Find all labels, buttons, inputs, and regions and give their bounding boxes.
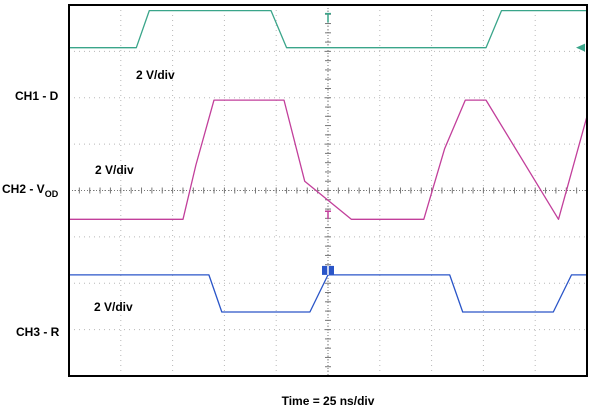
ch1-scale-label: 2 V/div bbox=[136, 68, 175, 82]
ch2-trigger-marker-icon bbox=[325, 210, 331, 220]
ch1-label: CH1 - D bbox=[15, 89, 59, 103]
ch2-scale-label: 2 V/div bbox=[95, 163, 134, 177]
ch2-trace bbox=[69, 99, 588, 220]
plot-frame bbox=[68, 4, 588, 377]
ch2-label-main: CH2 - V bbox=[2, 182, 45, 196]
ch3-trace bbox=[69, 274, 587, 313]
ch2-label-subscript: OD bbox=[45, 189, 59, 199]
markers bbox=[322, 12, 585, 275]
ch2-label: CH2 - VOD bbox=[2, 182, 59, 199]
traces bbox=[69, 9, 588, 313]
trigger-level-icon bbox=[576, 43, 585, 52]
ch1-trace bbox=[69, 9, 587, 49]
x-axis-label: Time = 25 ns/div bbox=[282, 394, 375, 408]
ch3-label: CH3 - R bbox=[16, 325, 60, 339]
trigger-position-icon bbox=[325, 12, 331, 23]
ch3-scale-label: 2 V/div bbox=[94, 300, 133, 314]
grid bbox=[69, 5, 587, 376]
